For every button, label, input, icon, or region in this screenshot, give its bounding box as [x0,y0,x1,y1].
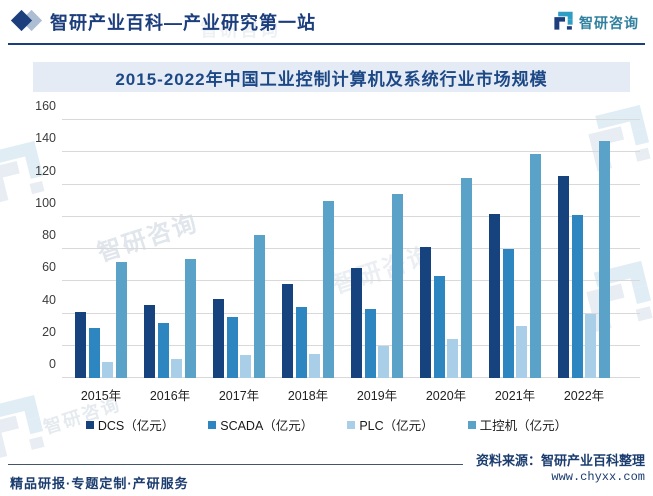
bar-DCS-2017年 [213,299,224,378]
x-axis-tick-label: 2017年 [218,389,260,403]
y-axis-tick-label: 140 [35,131,56,146]
bar-PLC-2020年 [447,339,459,378]
bar-PLC-2019年 [378,345,390,378]
brand-logo-text: 智研咨询 [579,15,639,31]
bar-PLC-2016年 [171,358,183,378]
bar-DCS-2021年 [489,213,500,378]
x-axis-tick-label: 2016年 [149,389,191,403]
legend-swatch-icon [85,420,94,429]
bar-DCS-2015年 [75,311,86,378]
data-source-text: 资料来源：智研产业百科整理 [475,453,645,468]
website-url: www.chyxx.com [551,470,645,484]
bar-工控机-2015年 [116,261,128,378]
legend-item: 工控机（亿元） [467,415,568,434]
x-axis-tick-label: 2018年 [287,389,329,403]
y-axis-tick-label: 20 [42,324,56,339]
bar-SCADA-2018年 [295,307,307,378]
legend-label: DCS（亿元） [97,419,175,433]
bar-SCADA-2021年 [502,249,514,378]
bar-DCS-2022年 [558,176,569,378]
y-axis-tick-label: 0 [49,357,56,371]
brand-logo-icon [554,11,573,35]
gridline [62,119,640,120]
brand-logo: 智研咨询 [554,11,639,35]
bar-DCS-2019年 [351,268,362,378]
legend-swatch-icon [467,420,476,429]
bar-DCS-2020年 [420,247,431,378]
bar-工控机-2018年 [323,200,335,378]
footer-services-text: 精品研报·专题定制·产研服务 [10,476,189,491]
chart-title: 2015-2022年中国工业控制计算机及系统行业市场规模 [115,69,548,89]
legend-item: PLC（亿元） [347,415,434,434]
bar-工控机-2016年 [185,258,197,378]
bar-工控机-2019年 [392,194,404,378]
bar-工控机-2020年 [461,178,473,378]
header: 智研产业百科—产业研究第一站 智研咨询 [0,0,653,45]
legend-swatch-icon [347,420,356,429]
bar-PLC-2021年 [516,326,528,378]
y-axis-tick-label: 100 [35,195,56,210]
header-title: 智研产业百科—产业研究第一站 [50,13,316,33]
gridline [62,183,640,185]
bar-PLC-2017年 [240,355,252,378]
diamond-icon [10,9,43,33]
legend-label: SCADA（亿元） [220,419,314,433]
chart-title-band: 2015-2022年中国工业控制计算机及系统行业市场规模 [33,62,630,92]
bar-PLC-2018年 [309,353,321,378]
bar-工控机-2017年 [254,234,266,378]
footer-divider [8,464,463,465]
bar-chart-plot-area: 0 20 40 60 80 100 120 140 160 2015年 2016年 2017年 2018… [35,99,640,403]
x-axis-tick-label: 2021年 [494,389,536,403]
legend-item: SCADA（亿元） [208,415,313,434]
bar-工控机-2022年 [599,140,611,378]
bar-DCS-2016年 [144,305,155,378]
y-axis-tick-label: 80 [42,228,56,242]
x-axis-tick-label: 2022年 [563,389,605,403]
bar-SCADA-2016年 [157,323,169,378]
x-axis-tick-label: 2019年 [356,389,398,403]
y-axis-tick-label: 120 [35,163,56,178]
bar-SCADA-2019年 [364,308,376,378]
y-axis-tick-label: 160 [35,99,56,113]
bar-工控机-2021年 [530,153,542,378]
y-axis-tick-label: 60 [42,260,56,275]
header-divider [8,43,645,45]
gridline [62,248,640,249]
legend-label: PLC（亿元） [359,419,434,433]
bar-SCADA-2020年 [433,276,445,378]
bar-PLC-2015年 [102,361,114,378]
legend-label: 工控机（亿元） [479,419,568,433]
x-axis-tick-label: 2020年 [425,389,467,403]
gridline [62,151,640,153]
bar-SCADA-2017年 [226,316,238,378]
bar-SCADA-2015年 [88,328,100,378]
legend-swatch-icon [208,420,217,429]
chart-legend: DCS（亿元） SCADA（亿元） PLC（亿元） 工控机（亿元） [0,415,653,434]
gridline [62,215,640,217]
legend-item: DCS（亿元） [85,415,175,434]
bar-SCADA-2022年 [571,215,583,378]
y-axis-tick-label: 40 [42,292,56,307]
bar-PLC-2022年 [585,313,597,378]
x-axis-tick-label: 2015年 [80,389,122,403]
bar-DCS-2018年 [282,284,293,378]
